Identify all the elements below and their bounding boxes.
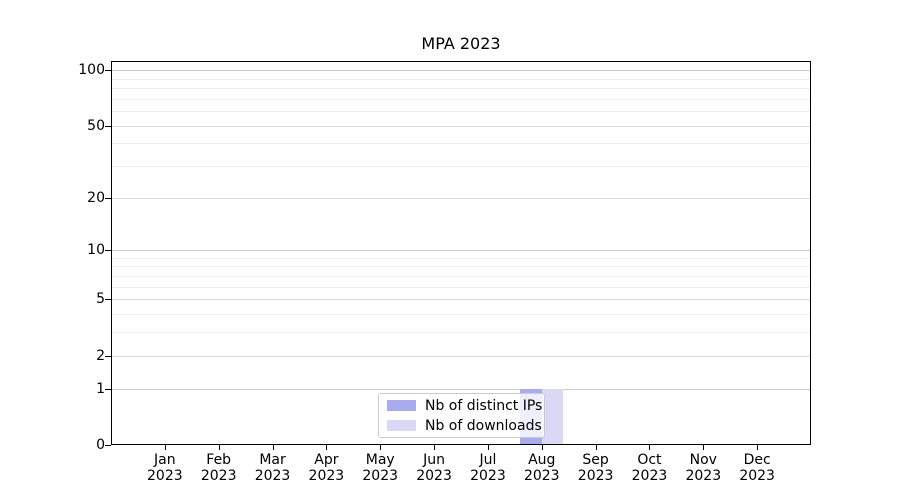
x-tick-label-feb: Feb 2023 <box>184 452 254 484</box>
x-tick-dec <box>757 445 759 450</box>
x-tick-jul <box>487 445 489 450</box>
x-tick-label-may: May 2023 <box>345 452 415 484</box>
x-tick-year: 2023 <box>308 468 345 484</box>
y-tick-label-50: 50 <box>87 117 105 134</box>
x-tick-aug <box>541 445 543 450</box>
legend-item-distinct-ips: Nb of distinct IPs <box>387 397 544 414</box>
plot-area <box>111 61 811 445</box>
gridline-minor <box>111 266 811 268</box>
gridline-major <box>111 355 811 357</box>
y-tick-0 <box>105 445 111 446</box>
legend-item-downloads: Nb of downloads <box>387 417 544 434</box>
y-tick-5 <box>105 299 111 301</box>
x-tick-month: May <box>365 452 395 468</box>
x-tick-label-dec: Dec 2023 <box>722 452 792 484</box>
x-tick-month: Oct <box>637 452 662 468</box>
gridline-minor <box>111 332 811 334</box>
bar-downloads-aug <box>541 388 564 445</box>
x-tick-month: Sep <box>582 452 609 468</box>
x-tick-label-nov: Nov 2023 <box>668 452 738 484</box>
x-tick-year: 2023 <box>362 468 399 484</box>
gridline-minor <box>111 143 811 145</box>
x-tick-month: Jun <box>423 452 445 468</box>
x-tick-label-mar: Mar 2023 <box>238 452 308 484</box>
y-tick-10 <box>105 250 111 252</box>
legend-swatch-downloads <box>387 420 416 431</box>
legend-label-distinct-ips: Nb of distinct IPs <box>425 397 543 414</box>
y-tick-100 <box>105 70 111 72</box>
gridline-minor <box>111 98 811 100</box>
y-tick-2 <box>105 355 111 357</box>
x-tick-label-jun: Jun 2023 <box>399 452 469 484</box>
x-tick-year: 2023 <box>200 468 237 484</box>
gridline-minor <box>111 257 811 259</box>
y-tick-label-20: 20 <box>87 189 105 206</box>
x-tick-mar <box>272 445 274 450</box>
gridline-minor <box>111 166 811 168</box>
y-tick-label-5: 5 <box>96 291 105 308</box>
gridline-major <box>111 70 811 72</box>
gridline-major <box>111 125 811 127</box>
x-tick-nov <box>703 445 705 450</box>
y-tick-1 <box>105 388 111 390</box>
x-tick-oct <box>649 445 651 450</box>
legend-swatch-distinct-ips <box>387 400 416 411</box>
x-tick-month: Jul <box>479 452 497 468</box>
y-tick-label-100: 100 <box>78 62 105 79</box>
gridline-minor <box>111 286 811 288</box>
gridline-major <box>111 250 811 252</box>
x-tick-label-jan: Jan 2023 <box>130 452 200 484</box>
x-tick-jan <box>164 445 166 450</box>
gridline-minor <box>111 78 811 80</box>
x-tick-year: 2023 <box>577 468 614 484</box>
y-tick-20 <box>105 197 111 199</box>
x-tick-label-jul: Jul 2023 <box>453 452 523 484</box>
x-tick-year: 2023 <box>147 468 183 484</box>
x-tick-month: Dec <box>743 452 771 468</box>
gridline-minor <box>111 111 811 113</box>
x-tick-may <box>380 445 382 450</box>
x-tick-month: Jan <box>154 452 176 468</box>
x-tick-month: Feb <box>206 452 232 468</box>
x-tick-year: 2023 <box>685 468 722 484</box>
gridline-minor <box>111 87 811 89</box>
x-tick-year: 2023 <box>416 468 452 484</box>
chart-title: MPA 2023 <box>421 34 501 53</box>
x-tick-month: Mar <box>259 452 286 468</box>
x-tick-year: 2023 <box>739 468 775 484</box>
gridline-major <box>111 197 811 199</box>
x-tick-label-oct: Oct 2023 <box>614 452 684 484</box>
gridline-major <box>111 299 811 301</box>
legend-label-downloads: Nb of downloads <box>425 417 542 434</box>
legend: Nb of distinct IPs Nb of downloads <box>378 393 545 438</box>
x-tick-label-sep: Sep 2023 <box>561 452 631 484</box>
x-tick-year: 2023 <box>254 468 291 484</box>
x-tick-label-apr: Apr 2023 <box>291 452 361 484</box>
x-tick-year: 2023 <box>631 468 668 484</box>
gridline-minor <box>111 276 811 278</box>
x-tick-apr <box>326 445 328 450</box>
gridline-minor <box>111 314 811 316</box>
plot-frame <box>111 61 811 445</box>
gridline-major <box>111 388 811 390</box>
y-tick-label-1: 1 <box>96 380 105 397</box>
y-tick-50 <box>105 125 111 127</box>
x-tick-month: Apr <box>314 452 339 468</box>
x-tick-year: 2023 <box>470 468 506 484</box>
x-tick-sep <box>595 445 597 450</box>
x-tick-label-aug: Aug 2023 <box>507 452 577 484</box>
x-tick-month: Aug <box>528 452 556 468</box>
x-tick-year: 2023 <box>523 468 560 484</box>
x-tick-jun <box>434 445 436 450</box>
x-tick-month: Nov <box>689 452 717 468</box>
y-tick-label-2: 2 <box>96 347 105 364</box>
y-tick-label-0: 0 <box>96 437 105 453</box>
y-tick-label-10: 10 <box>87 242 105 259</box>
x-tick-feb <box>218 445 220 450</box>
